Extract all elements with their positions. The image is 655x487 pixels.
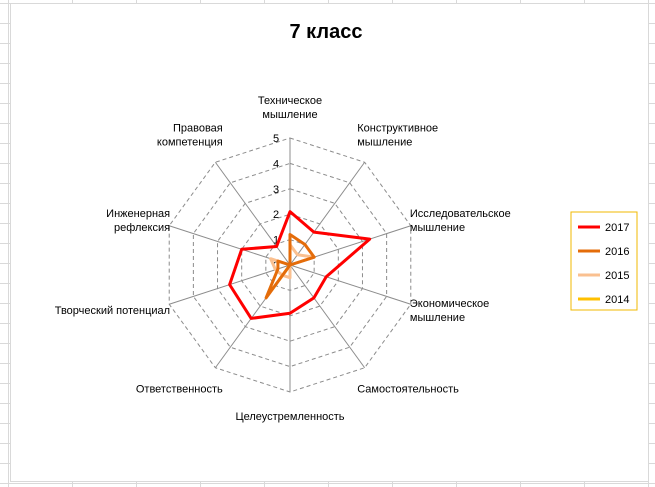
category-label-line: Экономическое <box>410 298 489 310</box>
category-label: Правовая компетенция <box>157 123 223 149</box>
category-label: Творческий потенциал <box>55 305 170 317</box>
legend-label: 2017 <box>605 222 629 234</box>
series-lines <box>228 210 372 320</box>
category-label-line: Целеустремленность <box>235 411 344 423</box>
tick-label: 2 <box>273 209 279 221</box>
category-label-line: мышление <box>410 222 465 234</box>
legend-label: 2016 <box>605 246 629 258</box>
series-line-2017[interactable] <box>228 210 372 320</box>
category-label-line: Исследовательское <box>410 208 511 220</box>
series-line-2016[interactable] <box>264 233 316 300</box>
chart-area[interactable] <box>10 3 649 482</box>
category-label-line: компетенция <box>157 137 223 149</box>
legend-label: 2015 <box>605 270 629 282</box>
category-label-line: Конструктивное <box>357 123 438 135</box>
category-label: Целеустремленность <box>235 411 344 423</box>
tick-label: 1 <box>273 235 279 247</box>
category-label-line: Творческий потенциал <box>55 305 170 317</box>
category-label: Инженерная рефлексия <box>106 208 170 234</box>
category-label-line: мышление <box>410 312 465 324</box>
category-label: Экономическое мышление <box>410 298 489 324</box>
category-label-line: Инженерная <box>106 208 170 220</box>
category-label: Ответственность <box>136 383 223 395</box>
category-label-line: Техническое <box>258 95 322 107</box>
tick-label: 5 <box>273 133 279 145</box>
axis-spoke <box>289 264 411 305</box>
category-label: Конструктивное мышление <box>357 123 438 149</box>
tick-label: 3 <box>273 184 279 196</box>
tick-label: 0 <box>273 260 279 272</box>
category-labels: Техническое мышление Конструктивное мышлени… <box>55 95 511 423</box>
axis-spoke <box>289 264 366 369</box>
legend-label: 2014 <box>605 294 629 306</box>
axis-spoke <box>289 161 366 266</box>
axis-spoke <box>214 161 291 266</box>
legend[interactable]: 2017 2016 2015 2014 <box>570 211 638 311</box>
category-label-line: мышление <box>357 137 412 149</box>
category-label-line: рефлексия <box>114 222 170 234</box>
tick-label: 4 <box>273 158 279 170</box>
category-label-line: Ответственность <box>136 383 223 395</box>
chart-title: 7 класс <box>289 21 362 43</box>
grid-ring <box>217 188 363 342</box>
category-label-line: Самостоятельность <box>357 383 459 395</box>
category-label: Исследовательское мышление <box>410 208 511 234</box>
radial-ticks: 0 1 2 3 4 5 <box>273 133 279 272</box>
category-label: Самостоятельность <box>357 383 459 395</box>
category-label-line: Правовая <box>173 123 223 135</box>
category-label: Техническое мышление <box>258 95 322 121</box>
category-label-line: мышление <box>262 109 317 121</box>
